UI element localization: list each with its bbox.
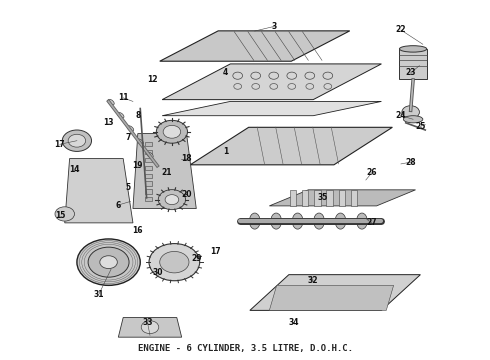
- Ellipse shape: [335, 213, 346, 229]
- Circle shape: [165, 195, 179, 204]
- Polygon shape: [190, 127, 392, 165]
- Text: ENGINE - 6 CYLINDER, 3.5 LITRE, D.O.H.C.: ENGINE - 6 CYLINDER, 3.5 LITRE, D.O.H.C.: [138, 344, 352, 353]
- Polygon shape: [162, 64, 381, 100]
- Polygon shape: [250, 275, 420, 310]
- Text: 15: 15: [55, 211, 65, 220]
- Text: 29: 29: [191, 254, 201, 263]
- Text: 35: 35: [318, 193, 328, 202]
- Ellipse shape: [399, 46, 427, 52]
- Polygon shape: [290, 190, 296, 206]
- Circle shape: [55, 207, 74, 221]
- Text: 18: 18: [181, 154, 192, 163]
- Text: 22: 22: [395, 26, 406, 35]
- Polygon shape: [160, 31, 350, 61]
- Polygon shape: [314, 190, 320, 206]
- Bar: [145, 174, 152, 178]
- Text: 30: 30: [152, 268, 163, 277]
- Bar: [145, 189, 152, 194]
- Ellipse shape: [403, 116, 423, 123]
- Circle shape: [402, 106, 419, 118]
- Text: 5: 5: [125, 183, 131, 192]
- Circle shape: [141, 321, 159, 334]
- Polygon shape: [270, 190, 416, 206]
- Text: 12: 12: [147, 76, 158, 85]
- Circle shape: [68, 134, 86, 147]
- Text: 25: 25: [415, 122, 426, 131]
- Text: 11: 11: [118, 93, 128, 102]
- Text: 17: 17: [210, 247, 221, 256]
- Bar: [145, 197, 152, 202]
- Ellipse shape: [108, 99, 114, 105]
- Polygon shape: [351, 190, 357, 206]
- Ellipse shape: [292, 213, 303, 229]
- Text: 4: 4: [223, 68, 228, 77]
- Polygon shape: [302, 190, 308, 206]
- Bar: [145, 181, 152, 186]
- Ellipse shape: [357, 213, 368, 229]
- Ellipse shape: [127, 126, 134, 131]
- Bar: [145, 150, 152, 154]
- Ellipse shape: [314, 213, 324, 229]
- Text: 24: 24: [395, 111, 406, 120]
- Polygon shape: [326, 190, 333, 206]
- Text: 33: 33: [142, 318, 153, 327]
- Ellipse shape: [271, 213, 282, 229]
- Circle shape: [149, 244, 200, 281]
- Text: 16: 16: [133, 225, 143, 234]
- Text: 23: 23: [405, 68, 416, 77]
- Circle shape: [163, 125, 181, 138]
- Bar: [145, 142, 152, 147]
- Circle shape: [156, 120, 188, 143]
- Text: 3: 3: [271, 22, 277, 31]
- Polygon shape: [133, 134, 196, 208]
- Circle shape: [62, 130, 92, 152]
- Text: 13: 13: [103, 118, 114, 127]
- Text: 14: 14: [69, 165, 80, 174]
- Text: 17: 17: [54, 140, 65, 149]
- Text: 21: 21: [162, 168, 172, 177]
- Bar: [145, 158, 152, 162]
- Text: 7: 7: [125, 132, 131, 141]
- Text: 28: 28: [405, 158, 416, 167]
- Polygon shape: [118, 318, 182, 337]
- Circle shape: [160, 251, 189, 273]
- Circle shape: [88, 247, 129, 277]
- Polygon shape: [65, 158, 133, 223]
- Text: 32: 32: [308, 275, 319, 284]
- Circle shape: [100, 256, 117, 269]
- Text: 34: 34: [289, 318, 299, 327]
- Text: 26: 26: [367, 168, 377, 177]
- Circle shape: [77, 239, 140, 285]
- Ellipse shape: [118, 113, 124, 118]
- Polygon shape: [162, 102, 381, 116]
- Text: 6: 6: [116, 201, 121, 210]
- Text: 20: 20: [181, 190, 192, 199]
- Bar: [399, 49, 427, 79]
- Text: 8: 8: [135, 111, 141, 120]
- Ellipse shape: [147, 152, 153, 158]
- Ellipse shape: [249, 213, 260, 229]
- Text: 19: 19: [133, 161, 143, 170]
- Circle shape: [158, 190, 186, 210]
- Bar: [145, 166, 152, 170]
- Text: 1: 1: [223, 147, 228, 156]
- Text: 31: 31: [94, 290, 104, 299]
- Polygon shape: [339, 190, 345, 206]
- Polygon shape: [270, 285, 393, 310]
- Text: 27: 27: [367, 219, 377, 228]
- Ellipse shape: [137, 139, 144, 145]
